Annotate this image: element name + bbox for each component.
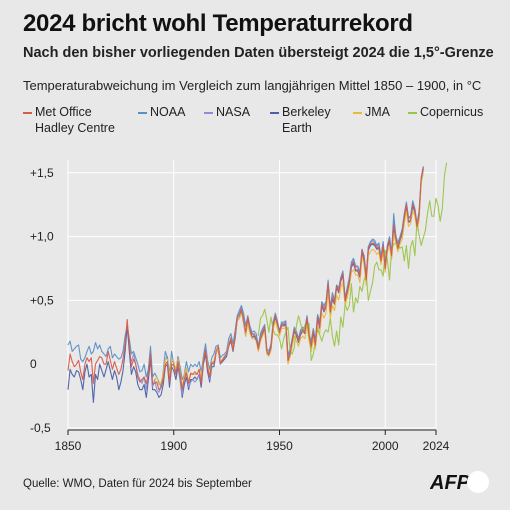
x-tick-label: 1900	[160, 439, 187, 453]
legend-label: Copernicus	[420, 105, 484, 119]
afp-logo-text: AFP	[430, 472, 471, 494]
chart-title: 2024 bricht wohl Temperaturrekord	[23, 10, 413, 37]
x-tick-label: 1950	[266, 439, 293, 453]
afp-logo: AFP	[430, 471, 489, 494]
legend-label: Berkeley Earth	[282, 105, 331, 135]
series-line-nasa	[130, 166, 424, 396]
legend-item-jma: JMA	[353, 105, 390, 121]
y-tick-label: 0	[30, 357, 37, 371]
x-tick-label: 1850	[55, 439, 82, 453]
temperature-chart: -0,5 0 +0,5 +1,0 +1,5 1850 1900 1950 2000 2024	[30, 160, 450, 453]
legend-item-met-office: Met Office Hadley Centre	[23, 105, 115, 136]
legend-label: NASA	[216, 105, 251, 119]
legend-swatch	[23, 112, 32, 114]
afp-logo-dot	[467, 471, 489, 493]
legend-item-copernicus: Copernicus	[408, 105, 484, 121]
series-line-met-office-hadley-centre	[67, 167, 424, 391]
legend-label: NOAA	[150, 105, 186, 119]
legend-swatch	[408, 112, 417, 114]
legend-swatch	[138, 112, 147, 114]
legend-swatch	[204, 112, 213, 114]
legend-item-noaa: NOAA	[138, 105, 186, 121]
source-note: Quelle: WMO, Daten für 2024 bis Septembe…	[23, 478, 252, 490]
x-tick-label: 2000	[372, 439, 399, 453]
y-tick-label: +1,5	[30, 166, 54, 180]
series-line-copernicus	[257, 162, 448, 361]
legend-item-berkeley-earth: Berkeley Earth	[270, 105, 331, 136]
y-tick-label: +0,5	[30, 293, 54, 307]
legend-item-nasa: NASA	[204, 105, 251, 121]
legend-label: JMA	[365, 105, 390, 119]
legend-label: Met Office Hadley Centre	[35, 105, 115, 135]
unit-description: Temperaturabweichung im Vergleich zum la…	[23, 78, 482, 93]
y-tick-label: +1,0	[30, 230, 54, 244]
legend-swatch	[353, 112, 362, 114]
series-line-noaa	[67, 166, 424, 388]
y-tick-label: -0,5	[30, 421, 51, 435]
x-tick-label: 2024	[423, 439, 450, 453]
chart-subtitle: Nach den bisher vorliegenden Daten übers…	[23, 45, 494, 61]
legend-swatch	[270, 112, 279, 114]
